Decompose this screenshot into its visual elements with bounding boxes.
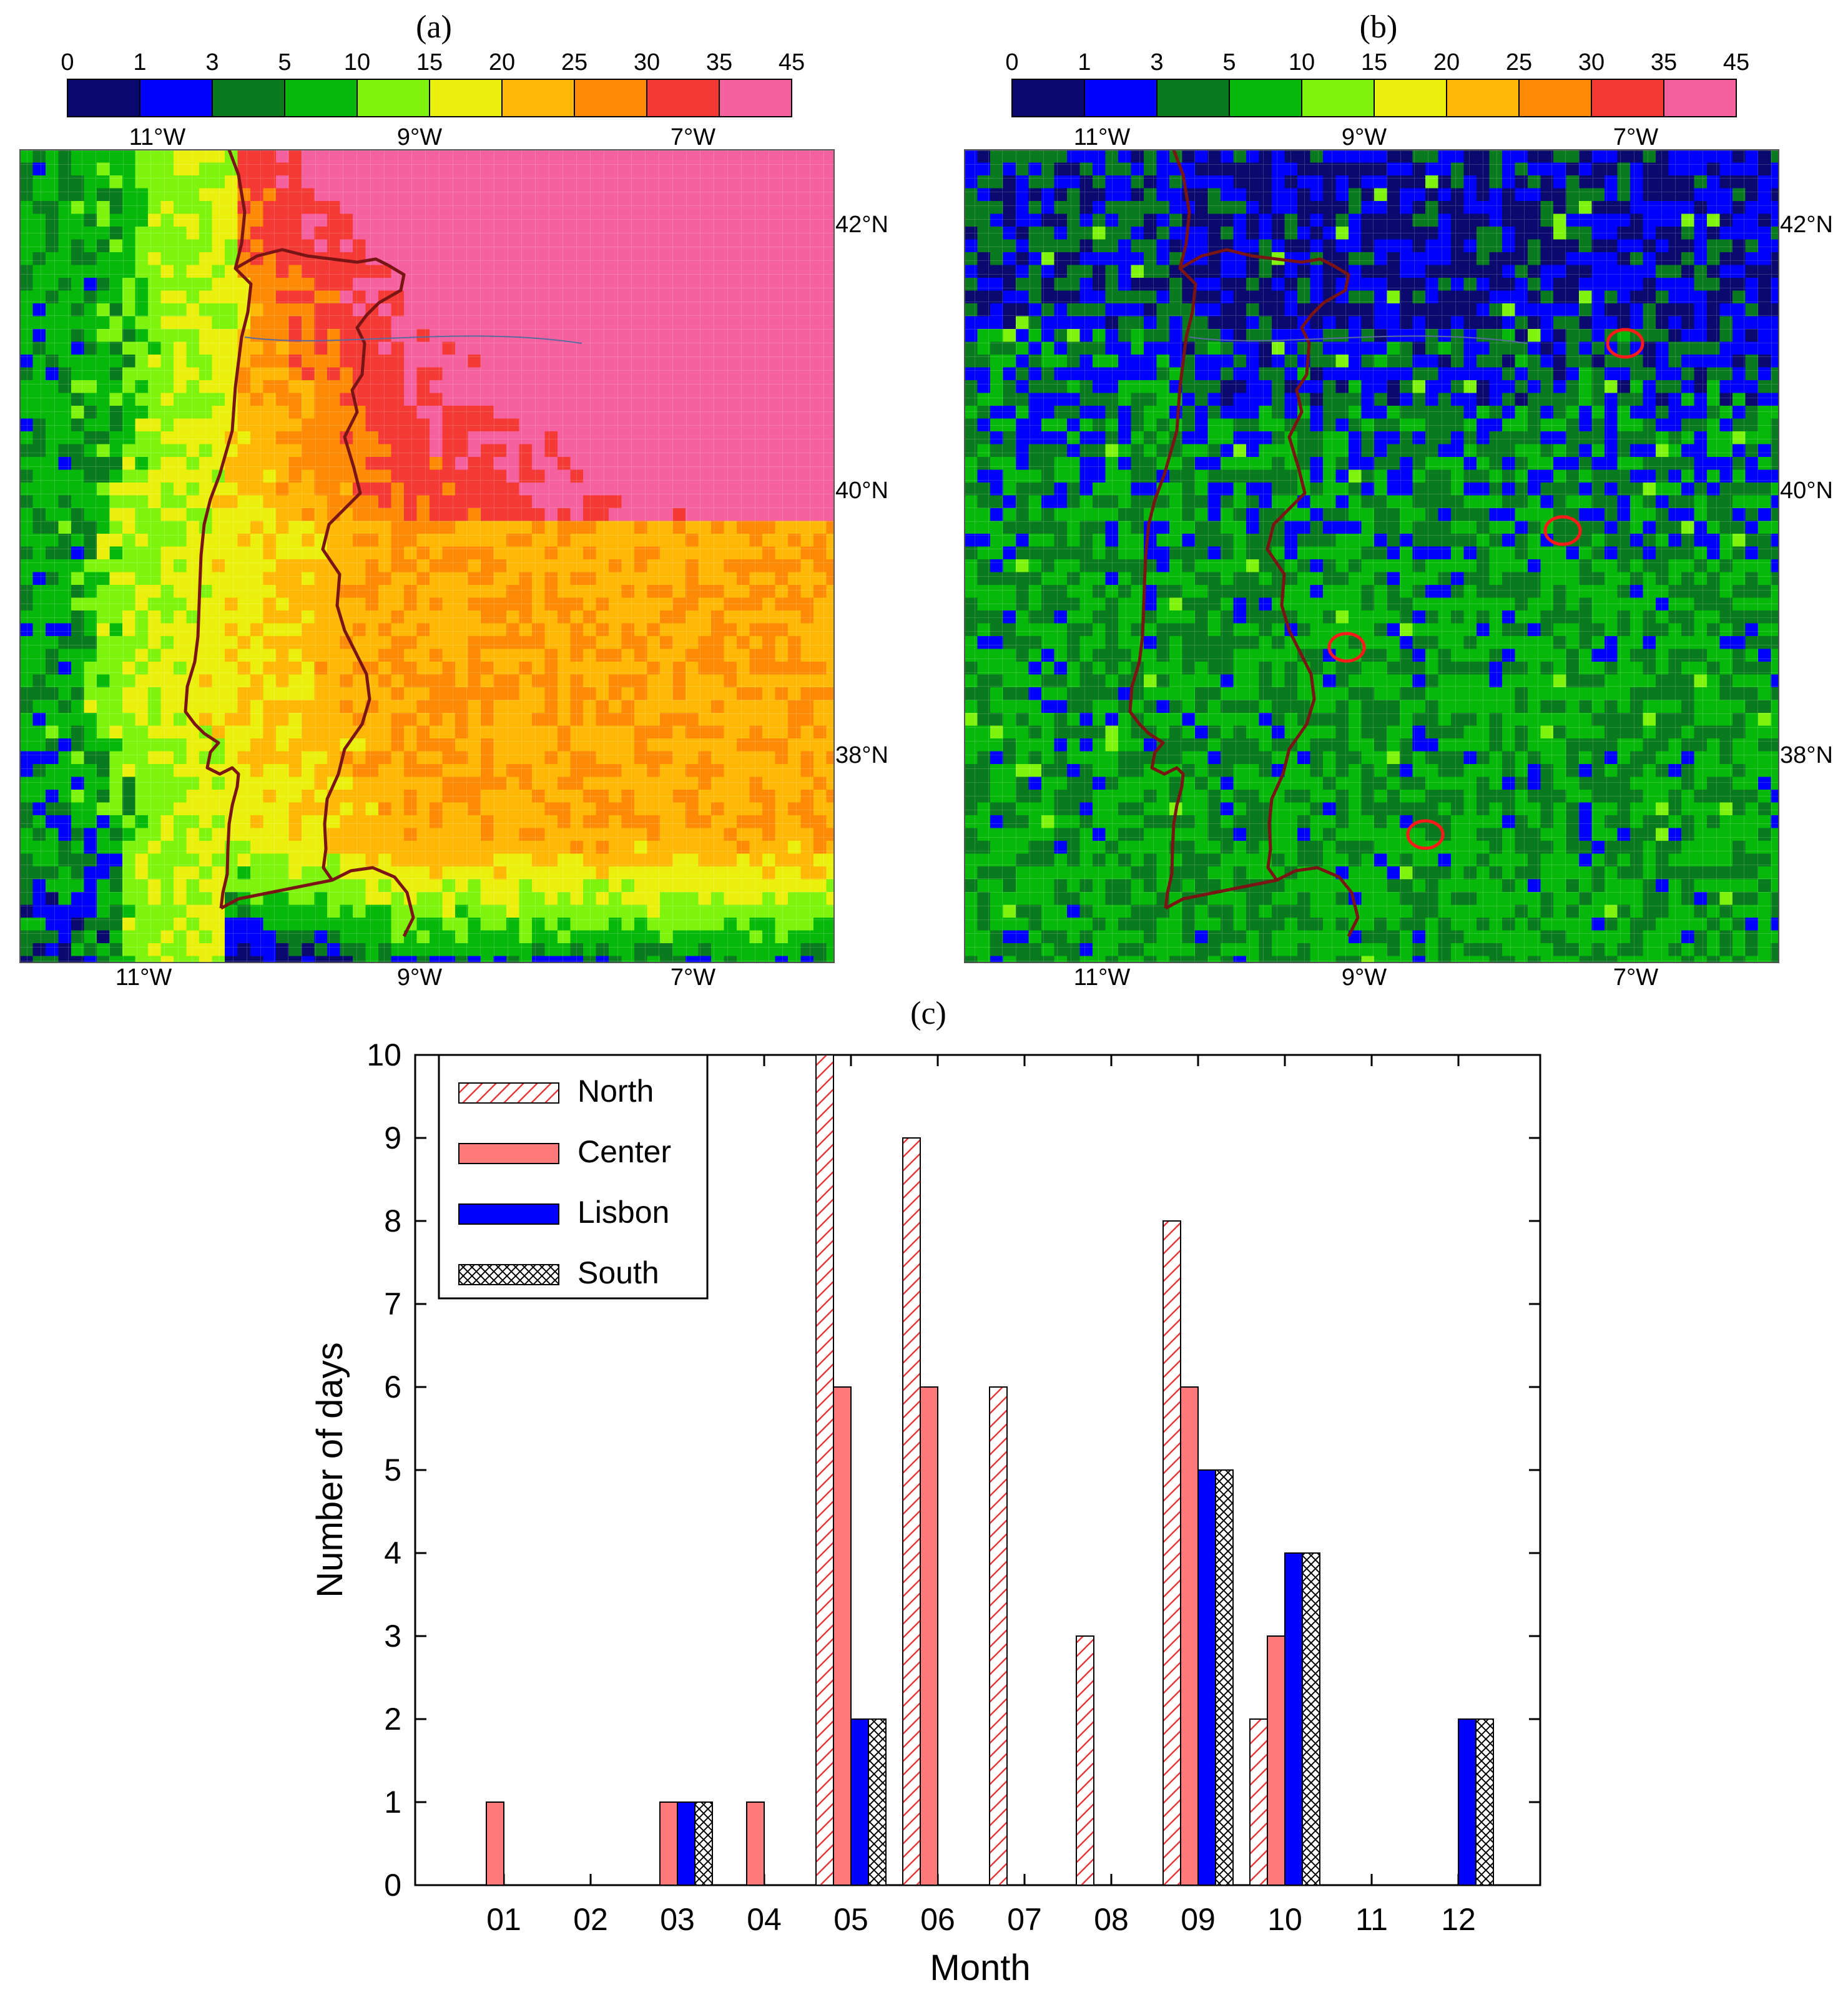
south-coastline xyxy=(220,866,415,938)
map-a-lat-38: 38°N xyxy=(835,742,888,768)
map-b: 11°W 9°W 7°W 11°W 9°W 7°W 42°N 40°N 38°N xyxy=(964,124,1833,991)
colorbar-b-tick-label: 30 xyxy=(1578,49,1605,76)
colorbar-b-tick-label: 3 xyxy=(1150,49,1163,76)
map-a-top-lon-9: 9°W xyxy=(397,124,442,150)
map-a-bottom-lon-9: 9°W xyxy=(397,964,442,991)
colorbar-a-tick-label: 35 xyxy=(706,49,732,76)
colorbar-b: 0 1 3 5 10 15 20 25 30 35 45 xyxy=(1005,49,1749,117)
colorbar-b-tick-label: 5 xyxy=(1222,49,1236,76)
colorbar-b-tick-label: 20 xyxy=(1433,49,1460,76)
colorbar-b-tick-label: 1 xyxy=(1078,49,1091,76)
colorbar-b-swatch xyxy=(1084,79,1157,117)
colorbar-b-tick-label: 10 xyxy=(1289,49,1315,76)
panel-b-label: (b) xyxy=(1360,9,1398,45)
colorbar-a-swatch xyxy=(139,79,213,117)
colorbar-b-swatch xyxy=(1663,79,1737,117)
colorbar-b-swatch xyxy=(1374,79,1447,117)
colorbar-a-tick-label: 1 xyxy=(133,49,146,76)
colorbar-a-swatch xyxy=(574,79,647,117)
colorbar-b-tick-label: 35 xyxy=(1651,49,1677,76)
map-a: 11°W 9°W 7°W 11°W 9°W 7°W 42°N 40°N 38°N xyxy=(19,124,888,991)
colorbar-a-tick-label: 20 xyxy=(489,49,515,76)
colorbar-a-tick-label: 0 xyxy=(61,49,74,76)
map-a-gridlines xyxy=(20,150,834,963)
coastline xyxy=(184,149,253,909)
colorbar-a-tick-label: 25 xyxy=(561,49,587,76)
map-a-lat-40: 40°N xyxy=(835,478,888,504)
colorbar-a: 0 1 3 5 10 15 20 25 30 35 45 xyxy=(61,49,805,117)
map-a-top-lon-11: 11°W xyxy=(129,124,186,150)
colorbar-b-swatch xyxy=(1011,79,1085,117)
map-a-coastline xyxy=(184,149,582,938)
map-a-frame xyxy=(19,149,835,963)
colorbar-a-tick-label: 15 xyxy=(416,49,443,76)
map-a-lat-42: 42°N xyxy=(835,212,888,238)
country-border xyxy=(234,248,406,881)
colorbar-a-swatch xyxy=(284,79,358,117)
colorbar-b-swatch xyxy=(1156,79,1230,117)
colorbar-b-swatch xyxy=(1446,79,1520,117)
map-a-top-lon-7: 7°W xyxy=(671,124,715,150)
colorbar-a-swatch xyxy=(719,79,792,117)
colorbar-a-tick-label: 3 xyxy=(205,49,219,76)
river xyxy=(244,335,582,344)
colorbar-b-swatch xyxy=(1229,79,1302,117)
colorbar-a-tick-label: 45 xyxy=(779,49,805,76)
colorbar-a-swatch xyxy=(429,79,503,117)
colorbar-b-tick-label: 25 xyxy=(1506,49,1532,76)
colorbar-b-tick-label: 15 xyxy=(1361,49,1387,76)
colorbar-a-swatch xyxy=(212,79,285,117)
colorbar-a-swatch xyxy=(67,79,140,117)
colorbar-a-tick-label: 5 xyxy=(278,49,291,76)
colorbar-a-tick-label: 10 xyxy=(344,49,370,76)
colorbar-b-tick-label: 0 xyxy=(1005,49,1018,76)
map-a-bottom-lon-11: 11°W xyxy=(115,964,172,991)
colorbar-b-swatch xyxy=(1301,79,1375,117)
colorbar-b-tick-label: 45 xyxy=(1723,49,1749,76)
colorbar-b-swatch xyxy=(1591,79,1664,117)
map-a-bottom-lon-7: 7°W xyxy=(671,964,715,991)
colorbar-a-tick-label: 30 xyxy=(634,49,660,76)
colorbar-a-swatch xyxy=(646,79,720,117)
colorbar-a-swatch xyxy=(356,79,430,117)
colorbar-b-swatch xyxy=(1518,79,1592,117)
panel-a-label: (a) xyxy=(416,9,452,45)
colorbar-a-swatch xyxy=(501,79,575,117)
